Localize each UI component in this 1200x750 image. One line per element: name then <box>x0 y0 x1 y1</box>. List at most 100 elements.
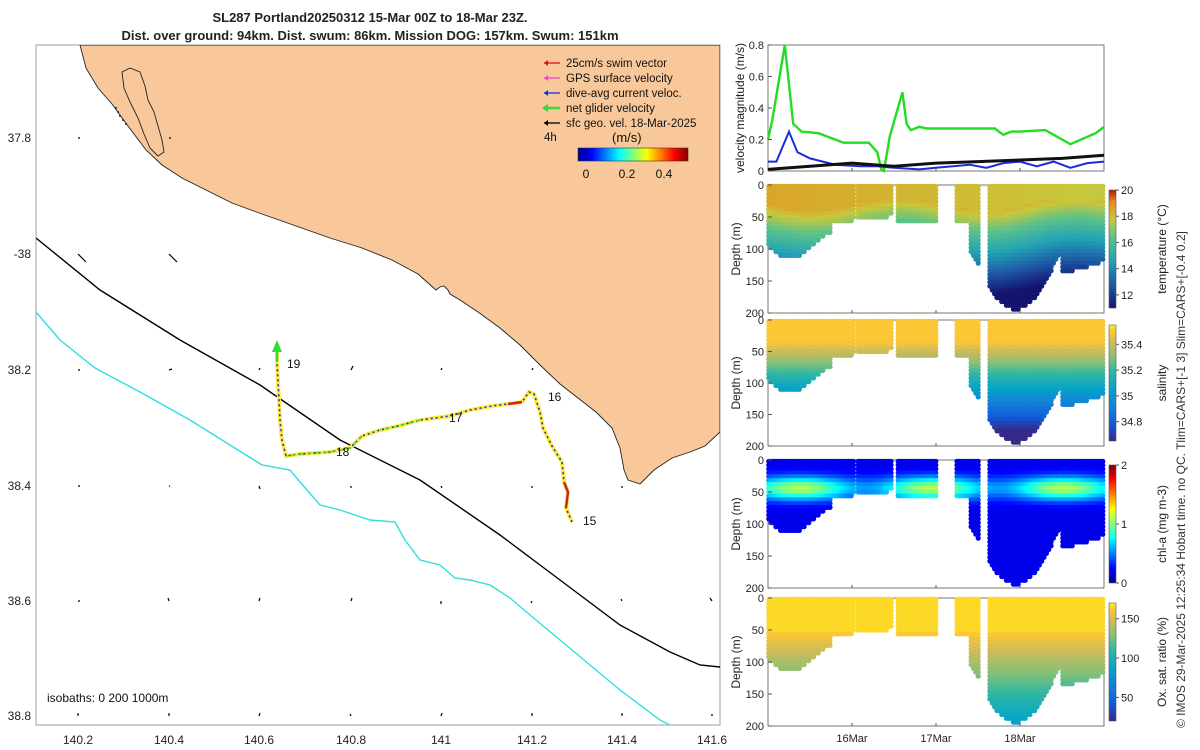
section-ytick: 50 <box>752 212 764 224</box>
profile-point <box>975 214 981 220</box>
x-tick: 141 <box>431 733 451 747</box>
profile-point <box>1043 275 1049 281</box>
colorbar-tick: 18 <box>1121 211 1133 223</box>
profile-point <box>975 183 981 189</box>
profile-point <box>975 222 981 228</box>
legend-item: net glider velocity <box>566 103 655 115</box>
profile-point <box>888 199 894 205</box>
x-tick: 141.6 <box>697 733 727 747</box>
day-label: 19 <box>287 357 301 371</box>
legend-item: GPS surface velocity <box>566 73 673 85</box>
figure-title-line1: SL287 Portland20250312 15-Mar 00Z to 18-… <box>212 10 528 25</box>
profile-point <box>888 345 894 351</box>
section-ylabel: Depth (m) <box>729 222 743 275</box>
profile-point <box>975 245 981 251</box>
profile-point <box>975 218 981 224</box>
section-ytick: 0 <box>758 180 764 192</box>
legend-item: dive-avg current veloc. <box>566 88 682 100</box>
section-ytick: 100 <box>746 378 764 390</box>
land-cape <box>121 67 165 157</box>
profile-point <box>1048 268 1054 274</box>
y-tick: 37.8 <box>8 131 32 145</box>
profile-point <box>850 348 857 355</box>
profile-point <box>975 187 981 193</box>
colorbar-unit: (m/s) <box>612 130 642 145</box>
velocity-ytick: 0.6 <box>749 72 764 84</box>
velocity-series-0 <box>766 44 1105 173</box>
colorbar-label: salinity <box>1155 365 1169 402</box>
interval-label: 4h <box>544 132 557 144</box>
section-ytick: 0 <box>758 315 764 327</box>
x-tick: 140.2 <box>63 733 93 747</box>
profile-point <box>850 191 857 197</box>
profile-point <box>975 256 981 262</box>
colorbar-tick: 20 <box>1121 185 1133 197</box>
velocity-ylabel: velocity magnitude (m/s) <box>733 43 747 173</box>
profile-point <box>888 202 894 209</box>
profile-point <box>933 183 939 189</box>
profile-point <box>1041 279 1047 285</box>
land-mainland <box>79 45 720 485</box>
section-ylabel: Depth (m) <box>729 356 743 409</box>
y-tick: 38.8 <box>8 709 32 723</box>
legend-item: sfc geo. vel. 18-Mar-2025 <box>566 118 696 130</box>
section-ytick: 150 <box>746 410 764 422</box>
map-legend: 25cm/s swim vector GPS surface velocity … <box>542 58 696 181</box>
y-tick: 38.6 <box>8 594 32 608</box>
profile-point <box>975 199 981 205</box>
profile-point <box>975 260 981 266</box>
profile-point <box>796 252 803 258</box>
profile-point <box>1055 252 1061 258</box>
profile-point <box>975 202 981 209</box>
velocity-series-2 <box>767 153 1105 171</box>
isobath-1000 <box>36 311 671 725</box>
section-ytick: 50 <box>752 347 764 359</box>
profile-point <box>1069 268 1075 274</box>
section-colorbar <box>1108 324 1117 442</box>
colorbar-tick: 0.4 <box>656 167 673 181</box>
profile-point <box>975 210 981 216</box>
velocity-ytick: 0.8 <box>749 40 764 52</box>
profile-point <box>933 195 939 201</box>
profile-point <box>848 218 854 224</box>
profile-point <box>1048 264 1054 270</box>
profile-point <box>810 241 817 247</box>
profile-point <box>1046 272 1052 278</box>
profile-point <box>850 183 857 189</box>
map-panel: 19 16 17 18 15 25cm/s swim vector GPS su… <box>8 44 727 747</box>
velocity-ytick: 0 <box>758 166 764 178</box>
profile-point <box>975 225 981 232</box>
profile-point <box>933 199 939 205</box>
profile-point <box>888 195 894 201</box>
day-label: 18 <box>336 445 350 459</box>
profile-point <box>827 222 833 228</box>
profile-point <box>815 237 821 243</box>
profile-point <box>1039 283 1045 289</box>
section-ytick: 150 <box>746 276 764 288</box>
islets <box>115 107 127 125</box>
section-ytick: 200 <box>746 441 764 453</box>
profile-point <box>975 252 981 258</box>
day-label: 16 <box>548 390 562 404</box>
profile-point <box>850 199 857 205</box>
isobath-note: isobaths: 0 200 1000m <box>47 691 168 705</box>
velocity-series-1 <box>768 128 1105 171</box>
profile-point <box>933 187 939 193</box>
profile-point <box>850 210 857 216</box>
section-colorbar <box>1108 189 1117 309</box>
profile-point <box>806 245 812 251</box>
profile-point <box>933 352 939 358</box>
colorbar-tick: 0.2 <box>619 167 636 181</box>
colorbar-tick: 35.2 <box>1121 365 1142 377</box>
isobath-200 <box>36 237 720 668</box>
day-labels: 19 16 17 18 15 <box>287 357 597 528</box>
profile-point <box>827 229 833 235</box>
profile-point <box>888 187 894 193</box>
section-ytick: 100 <box>746 244 764 256</box>
map-x-ticks: 140.2 140.4 140.6 140.8 141 141.2 141.4 … <box>63 733 727 747</box>
profile-point <box>827 364 833 370</box>
y-tick: 38.4 <box>8 479 32 493</box>
